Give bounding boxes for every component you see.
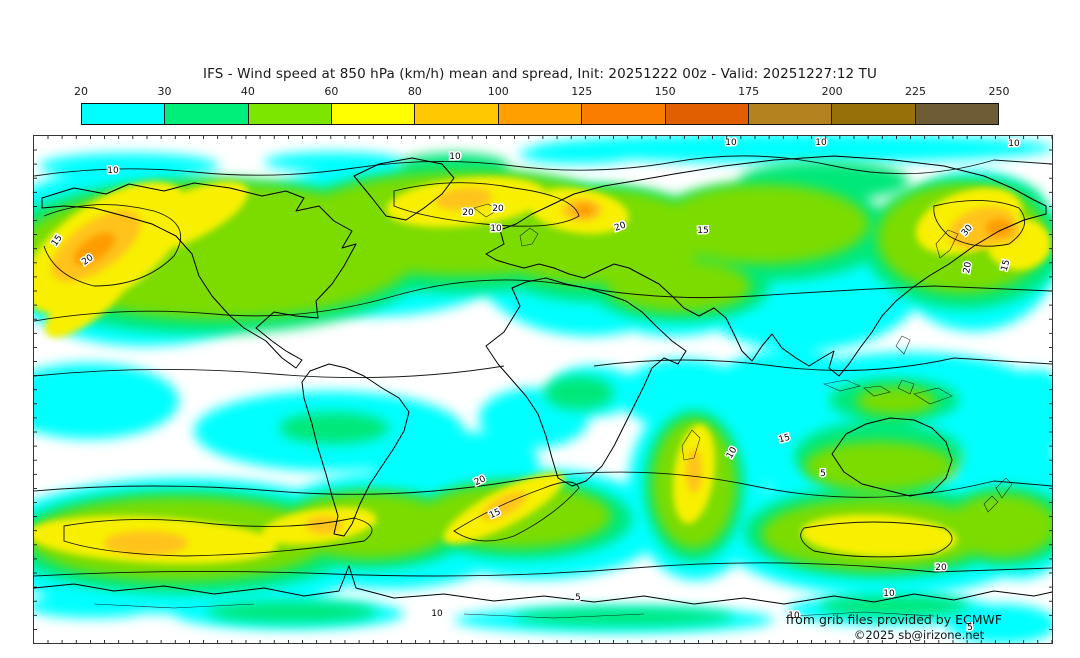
colorbar-segment-40-60 (248, 104, 333, 124)
colorbar-tick-label: 125 (571, 85, 593, 98)
coast-new-zealand (983, 477, 1013, 513)
contour-label: 5 (575, 593, 581, 603)
contour-label: 15 (697, 226, 708, 236)
coast-australia (831, 417, 953, 497)
colorbar-tick-label: 60 (324, 85, 339, 98)
colorbar-segment-60-80 (332, 104, 416, 124)
contour-label: 10 (107, 166, 119, 176)
colorbar-tick-label: 30 (157, 85, 172, 98)
attribution-source: from grib files provided by ECMWF (786, 612, 1002, 627)
coast-antarctica-inner (93, 603, 935, 619)
contour-label: 20 (492, 204, 504, 214)
contour-label: 5 (967, 623, 973, 633)
colorbar-tick-label: 200 (821, 85, 843, 98)
colorbar-tick-label: 175 (738, 85, 760, 98)
contour-label: 20 (962, 261, 974, 274)
contour-label: 20 (462, 208, 474, 218)
colorbar-segment-200-225 (832, 104, 916, 124)
coast-greenland (353, 157, 455, 221)
coast-indonesia (822, 335, 953, 405)
coast-madagascar (681, 429, 701, 461)
contour-label: 10 (815, 138, 827, 148)
attribution-copyright: ©2025 sb@irizone.net (854, 628, 985, 642)
colorbar (81, 103, 999, 125)
graticule-ticks (34, 136, 1052, 643)
colorbar-tick-label: 80 (407, 85, 422, 98)
colorbar-segment-100-125 (498, 104, 583, 124)
colorbar-scale: 20 30 40 60 80 100 125 150 175 200 225 250 (74, 85, 1010, 99)
coast-eurasia (485, 155, 1047, 377)
map-panel: 10 15 20 10 20 20 10 20 15 10 10 10 30 15 20 20 15 5 10 5 15… (33, 135, 1053, 644)
chart-title: IFS - Wind speed at 850 hPa (km/h) mean … (203, 66, 877, 82)
colorbar-tick-label: 40 (240, 85, 255, 98)
colorbar-segment-20-30 (82, 104, 166, 124)
coast-japan (935, 229, 959, 259)
colorbar-segment-80-100 (415, 104, 499, 124)
colorbar-segment-30-40 (165, 104, 249, 124)
colorbar-segment-225-250 (915, 104, 998, 124)
colorbar-segment-150-175 (665, 104, 749, 124)
contour-label: 15 (778, 433, 792, 446)
colorbar-tick-label: 225 (905, 85, 927, 98)
contour-lines (34, 155, 1052, 577)
coast-north-america (41, 182, 357, 369)
contour-label: 15 (1000, 259, 1013, 273)
contour-label: 20 (935, 563, 947, 573)
colorbar-segment-175-200 (748, 104, 833, 124)
colorbar-tick-label: 150 (654, 85, 676, 98)
contour-label: 5 (820, 469, 826, 479)
coast-british-isles (519, 227, 539, 247)
contour-label: 10 (431, 609, 443, 619)
contour-label: 10 (449, 152, 461, 162)
contour-label: 10 (1008, 139, 1020, 149)
coast-south-america (301, 363, 410, 537)
contour-label: 10 (788, 611, 800, 621)
colorbar-tick-label: 100 (487, 85, 509, 98)
contour-label: 10 (490, 224, 502, 234)
wind-field-orange-layer (73, 204, 1012, 266)
colorbar-segment-125-150 (582, 104, 666, 124)
colorbar-tick-label: 250 (988, 85, 1010, 98)
coast-iceland (473, 203, 499, 218)
contour-label: 10 (725, 138, 737, 148)
coastlines (34, 155, 1052, 619)
coast-antarctica (34, 565, 1052, 605)
coast-africa (485, 277, 687, 487)
colorbar-tick-label: 20 (74, 85, 88, 98)
contour-label: 10 (883, 589, 895, 599)
